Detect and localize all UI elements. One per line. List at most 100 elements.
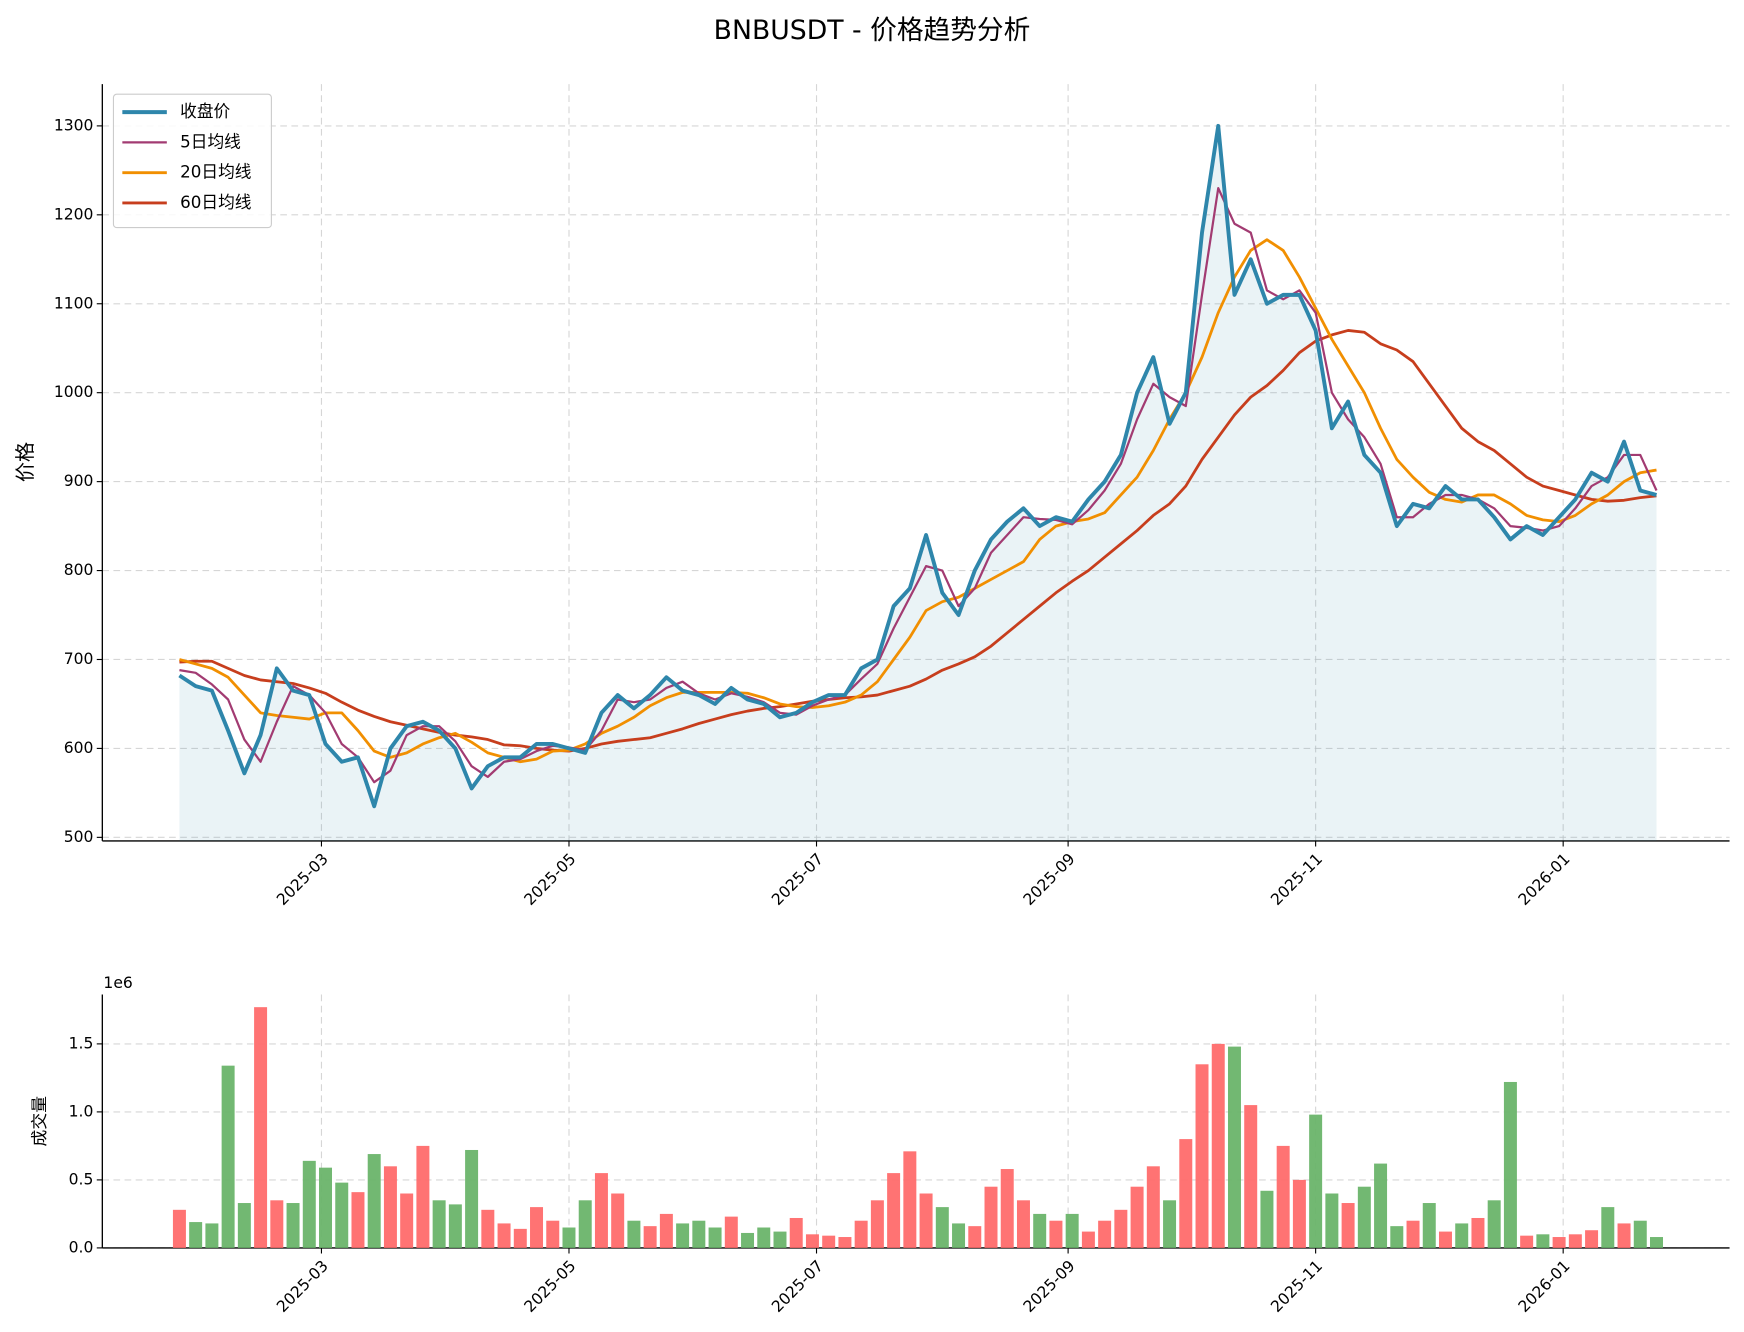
legend-label: 5日均线 — [180, 131, 241, 151]
volume-bar — [789, 1217, 803, 1248]
volume-bar — [1260, 1190, 1274, 1248]
volume-bar — [822, 1235, 836, 1248]
volume-bar — [854, 1220, 868, 1248]
volume-bar — [221, 1065, 235, 1248]
volume-bar — [383, 1166, 397, 1248]
y-tick-label: 600 — [64, 738, 94, 757]
volume-bar — [724, 1216, 738, 1248]
volume-bar — [594, 1173, 608, 1248]
volume-bar — [1503, 1081, 1517, 1248]
y-tick-label: 1000 — [54, 382, 94, 401]
volume-bar — [627, 1220, 641, 1248]
volume-bar — [497, 1223, 511, 1248]
x-tick-label: 2025-09 — [1019, 1256, 1078, 1316]
volume-bar — [1650, 1237, 1663, 1248]
volume-bar — [254, 1007, 268, 1248]
x-tick-label: 2025-09 — [1019, 849, 1078, 909]
legend-label: 60日均线 — [180, 192, 252, 212]
volume-bar — [286, 1203, 300, 1248]
volume-bar — [1520, 1235, 1534, 1248]
volume-bar — [400, 1193, 414, 1248]
volume-bar — [1146, 1166, 1160, 1248]
y-tick-label: 700 — [64, 649, 94, 668]
volume-bar — [1227, 1046, 1241, 1248]
volume-bar — [643, 1226, 657, 1248]
volume-bar — [351, 1192, 365, 1248]
volume-bar — [692, 1220, 706, 1248]
volume-bar — [448, 1204, 462, 1248]
volume-bar — [530, 1207, 544, 1248]
volume-bar — [1016, 1200, 1030, 1248]
x-tick-label: 2025-05 — [520, 849, 579, 909]
y-tick-label: 900 — [64, 471, 94, 490]
x-tick-label: 2026-01 — [1514, 849, 1573, 909]
volume-bar — [1309, 1114, 1323, 1248]
volume-bar — [172, 1209, 186, 1248]
volume-bar — [838, 1237, 852, 1248]
legend: 收盘价 5日均线 20日均线 60日均线 — [112, 93, 272, 229]
series-line — [179, 329, 1657, 753]
volume-bar — [611, 1193, 625, 1248]
volume-bar — [1406, 1220, 1420, 1248]
volume-bar — [465, 1149, 479, 1248]
volume-bar — [1163, 1200, 1177, 1248]
volume-bar — [513, 1228, 527, 1248]
volume-bar — [1211, 1043, 1225, 1248]
volume-bar — [189, 1222, 203, 1248]
legend-label: 收盘价 — [180, 101, 230, 121]
volume-bar — [1552, 1237, 1566, 1248]
x-tick-label: 2026-01 — [1514, 1256, 1573, 1316]
x-tick-label: 2025-11 — [1267, 849, 1326, 909]
volume-bar — [1244, 1105, 1258, 1248]
legend-label: 20日均线 — [180, 162, 252, 182]
volume-bar — [870, 1200, 884, 1248]
close-area — [179, 125, 1657, 841]
volume-bar — [578, 1200, 592, 1248]
volume-bar — [1422, 1203, 1436, 1248]
volume-bar — [1195, 1064, 1209, 1248]
y-tick-label: 0.0 — [69, 1237, 94, 1256]
volume-bar — [1390, 1226, 1404, 1248]
volume-bar — [237, 1203, 251, 1248]
volume-bar — [1633, 1220, 1647, 1248]
series-line — [179, 187, 1658, 784]
volume-bar — [319, 1167, 333, 1248]
volume-bar — [270, 1200, 284, 1248]
volume-bar — [1438, 1231, 1452, 1248]
y-tick-label: 1200 — [54, 204, 94, 223]
volume-bar — [1114, 1209, 1128, 1248]
volume-bar — [1065, 1213, 1079, 1248]
volume-bar — [805, 1234, 819, 1248]
x-tick-label: 2025-07 — [768, 849, 827, 909]
volume-bar — [1536, 1234, 1550, 1248]
volume-bar — [1325, 1193, 1339, 1248]
volume-bar — [903, 1151, 917, 1248]
y-tick-label: 1.0 — [69, 1101, 94, 1120]
chart-title: BNBUSDT - 价格趋势分析 — [714, 15, 1031, 46]
volume-bar — [432, 1200, 446, 1248]
volume-bar — [1049, 1220, 1063, 1248]
volume-bar — [1601, 1207, 1615, 1248]
volume-bar — [1081, 1231, 1095, 1248]
volume-bar — [741, 1232, 755, 1248]
volume-bar — [1098, 1220, 1112, 1248]
offset-text: 1e6 — [103, 973, 132, 992]
y-axis-label: 价格 — [13, 442, 37, 482]
y-tick-label: 500 — [64, 827, 94, 846]
volume-bar — [1033, 1213, 1047, 1248]
volume-bar — [1455, 1223, 1469, 1248]
volume-bar — [1617, 1223, 1631, 1248]
volume-bar — [481, 1209, 495, 1248]
x-tick-label: 2025-03 — [273, 849, 332, 909]
volume-bar — [887, 1173, 901, 1248]
volume-bar — [302, 1160, 316, 1248]
volume-bar — [367, 1154, 381, 1248]
volume-bar — [659, 1213, 673, 1248]
legend-box — [112, 93, 272, 229]
volume-bar — [708, 1227, 722, 1248]
volume-bar — [968, 1226, 982, 1248]
volume-bar — [562, 1227, 576, 1248]
series-line — [179, 238, 1657, 764]
volume-bar — [984, 1186, 998, 1248]
